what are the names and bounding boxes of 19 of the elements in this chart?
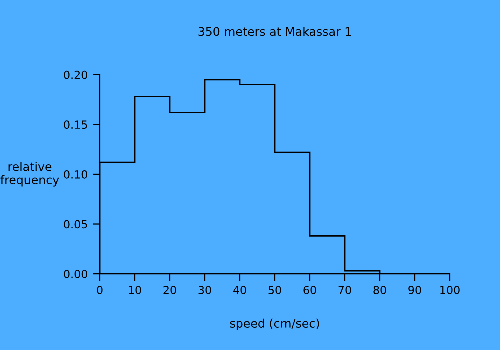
x-tick-label: 50 — [268, 286, 282, 294]
x-tick-label: 30 — [198, 286, 212, 294]
y-tick-label: 0.15 — [64, 120, 88, 130]
x-tick-label: 100 — [440, 286, 460, 294]
x-tick-label: 70 — [338, 286, 352, 294]
chart-title: 350 meters at Makassar 1 — [198, 27, 352, 36]
x-tick-label: 10 — [129, 286, 142, 294]
x-tick-label: 0 — [97, 286, 103, 294]
x-tick-label: 20 — [164, 286, 176, 294]
y-tick-label: 0.10 — [64, 170, 88, 179]
x-axis-title: speed (cm/sec) — [230, 318, 320, 330]
y-axis-title: relative frequency — [0, 162, 60, 187]
y-tick-label: 0.05 — [64, 220, 88, 229]
x-tick-label: 40 — [233, 286, 246, 294]
x-tick-label: 90 — [408, 286, 422, 294]
x-tick-label: 60 — [304, 286, 316, 294]
y-tick-label: 0.00 — [64, 270, 88, 278]
x-tick-label: 80 — [374, 286, 386, 294]
y-tick-label: 0.20 — [64, 70, 88, 80]
